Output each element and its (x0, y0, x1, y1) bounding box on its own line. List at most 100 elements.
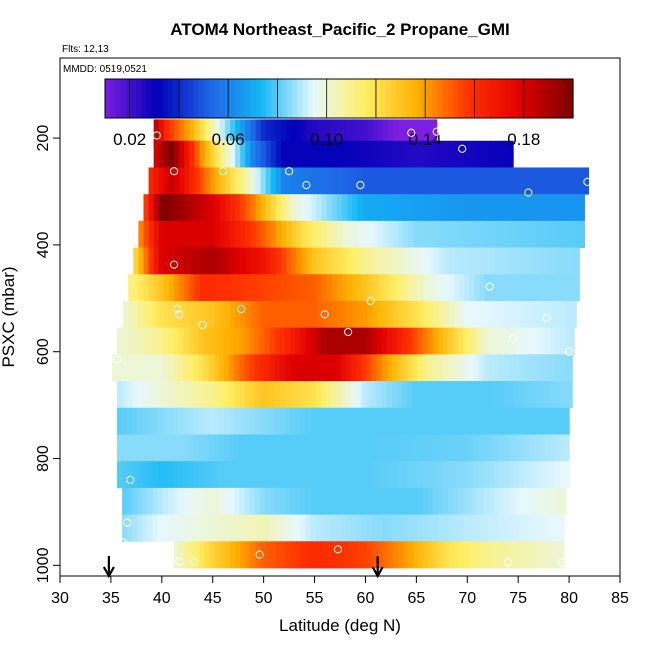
observation-point (126, 475, 135, 484)
heatmap-cell (382, 167, 389, 195)
heatmap-cell (433, 274, 440, 302)
heatmap-cell (296, 167, 302, 195)
heatmap-cell (454, 247, 460, 275)
observation-point (169, 167, 179, 176)
heatmap-cell (250, 194, 257, 222)
heatmap-cell (454, 194, 460, 222)
heatmap-cell (189, 300, 195, 329)
heatmap-cell (453, 434, 459, 462)
heatmap-cell (524, 327, 530, 355)
heatmap-cell (127, 381, 133, 409)
heatmap-cell (566, 247, 572, 275)
heatmap-cell (458, 434, 464, 462)
heatmap-cell (305, 434, 312, 462)
heatmap-cell (315, 327, 322, 355)
heatmap-cell (235, 247, 241, 275)
heatmap-cell (442, 354, 449, 382)
heatmap-cell (367, 247, 374, 275)
heatmap-cell (386, 407, 393, 435)
heatmap-cell (398, 220, 404, 248)
heatmap-cell (371, 327, 378, 355)
heatmap-cell (194, 194, 201, 222)
heatmap-cell (397, 354, 403, 382)
heatmap-cell (193, 354, 200, 382)
heatmap-cell (311, 119, 318, 147)
heatmap-cell (352, 300, 358, 329)
heatmap-cell (325, 487, 332, 515)
heatmap-cell (132, 407, 138, 435)
heatmap-cell (448, 541, 455, 569)
heatmap-cell (230, 247, 236, 275)
heatmap-cell (432, 407, 439, 435)
heatmap-cell (448, 274, 455, 302)
heatmap-cell (357, 541, 363, 569)
observation-point (333, 545, 343, 554)
heatmap-cell (264, 461, 271, 489)
heatmap-cell (203, 434, 210, 462)
heatmap-cell (503, 514, 510, 542)
colorbar-frame (104, 78, 574, 119)
heatmap-cell (469, 541, 475, 569)
heatmap-cell (417, 434, 424, 462)
heatmap-cell (127, 461, 133, 489)
heatmap-cell (199, 541, 206, 569)
heatmap-cell (234, 514, 240, 542)
heatmap-cell (554, 461, 561, 489)
flight-arrow (102, 556, 115, 579)
heatmap-cell (335, 381, 342, 409)
heatmap-cell (493, 327, 500, 355)
heatmap-cell (397, 514, 403, 542)
heatmap-cell (330, 514, 337, 542)
colorbar-swatch (183, 79, 189, 118)
heatmap-cell (478, 407, 485, 435)
heatmap-cell (362, 247, 369, 275)
heatmap-cell (269, 327, 276, 355)
heatmap-cell (351, 381, 357, 409)
heatmap-cell (204, 220, 211, 248)
heatmap-cell (285, 381, 291, 409)
heatmap-cell (408, 247, 414, 275)
heatmap-cell (443, 247, 450, 275)
heatmap-cell (274, 461, 281, 489)
observation-point (458, 144, 467, 153)
heatmap-cell (520, 247, 526, 275)
heatmap-cell (315, 514, 322, 542)
heatmap-cell (474, 220, 481, 248)
heatmap-cell (524, 434, 530, 462)
heatmap-cell (499, 274, 506, 302)
heatmap-cell (459, 300, 465, 329)
heatmap-cell (174, 274, 180, 302)
heatmap-cell (559, 381, 566, 409)
heatmap-cell (184, 220, 190, 248)
heatmap-cell (203, 487, 210, 515)
heatmap-cell (544, 407, 551, 435)
heatmap-cell (203, 381, 210, 409)
heatmap-cell (259, 487, 266, 515)
heatmap-cell (330, 461, 337, 489)
heatmap-cell (255, 194, 262, 222)
heatmap-cell (468, 461, 474, 489)
heatmap-cell (484, 541, 491, 569)
heatmap-cell (290, 514, 296, 542)
heatmap-cell (448, 167, 455, 195)
observation-point (524, 188, 533, 197)
heatmap-cell (366, 354, 373, 382)
heatmap-cell (254, 487, 261, 515)
heatmap-cell (566, 274, 572, 302)
heatmap-cell (230, 220, 236, 248)
colorbar-swatch (531, 79, 538, 118)
heatmap-cell (290, 407, 296, 435)
heatmap-cell (494, 194, 501, 222)
heatmap-cell (351, 434, 357, 462)
heatmap-cell (483, 514, 490, 542)
heatmap-cell (555, 247, 562, 275)
heatmap-cell (301, 167, 307, 195)
heatmap-cell (127, 514, 133, 542)
heatmap-cell (515, 274, 521, 302)
colorbar-swatch (385, 79, 392, 118)
heatmap-cell (357, 247, 363, 275)
heatmap-cell (412, 354, 418, 382)
heatmap-cell (157, 354, 164, 382)
heatmap-cell (255, 140, 262, 168)
heatmap-cell (179, 119, 185, 147)
